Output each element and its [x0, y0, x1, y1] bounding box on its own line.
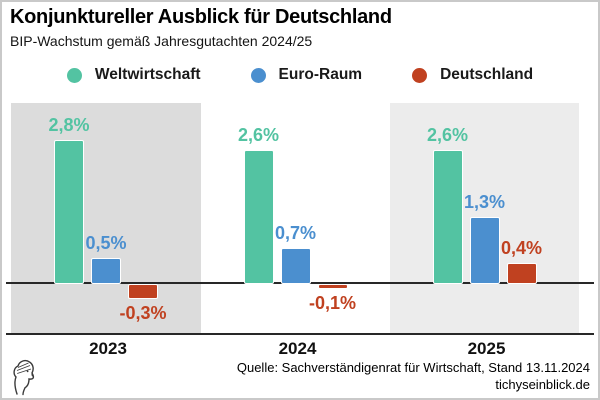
bar-value-label: 0,4% [500, 238, 543, 258]
bar-euro-raum-2025 [469, 217, 500, 284]
bar-value-label: -0,1% [308, 293, 357, 313]
bar-deutschland-2024 [317, 284, 348, 289]
source-caption: Quelle: Sachverständigenrat für Wirtscha… [237, 360, 590, 394]
bar-euro-raum-2023 [91, 258, 121, 284]
legend-item-euro-raum: Euro-Raum [250, 66, 363, 84]
legend-item-weltwirtschaft: Weltwirtschaft [66, 66, 201, 84]
legend-color-dot [250, 67, 266, 83]
bar-weltwirtschaft-2025 [432, 150, 463, 284]
bar-value-label: 1,3% [463, 192, 506, 212]
bar-weltwirtschaft-2024 [243, 150, 274, 284]
legend-color-dot [412, 67, 428, 83]
x-axis-labels: 2023 2024 2025 [2, 339, 598, 361]
legend-label: Euro-Raum [278, 66, 363, 83]
bar-weltwirtschaft-2023 [54, 140, 84, 284]
tichys-einblick-logo [13, 359, 35, 396]
bar-deutschland-2025 [506, 263, 537, 284]
x-axis-label-2024: 2024 [278, 339, 317, 358]
x-axis-label-2023: 2023 [89, 339, 127, 358]
subtitle: BIP-Wachstum gemäß Jahresgutachten 2024/… [10, 33, 313, 49]
bar-chart: 2,8% 0,5% -0,3% 2,6% 0,7% -0,1% 2,6% 1,3% 0,4% [2, 101, 598, 335]
legend-label: Deutschland [440, 66, 534, 83]
x-axis-label-2025: 2025 [467, 339, 506, 358]
page-title: Konjunktureller Ausblick für Deutschland [10, 6, 392, 28]
category-panel-2023 [11, 103, 201, 335]
bar-value-label: 0,7% [274, 223, 317, 243]
site-url: tichyseinblick.de [495, 376, 590, 392]
bar-value-label: 2,8% [48, 115, 90, 135]
bar-value-label: 0,5% [85, 233, 127, 253]
bar-euro-raum-2024 [280, 248, 311, 284]
legend-label: Weltwirtschaft [94, 66, 201, 83]
bar-value-label: -0,3% [119, 303, 167, 323]
chart-bottom-line [6, 333, 594, 335]
category-panel-2024 [201, 103, 390, 335]
legend-color-dot [66, 67, 82, 83]
bar-value-label: 2,6% [237, 125, 280, 145]
bar-deutschland-2023 [128, 284, 158, 299]
legend-item-deutschland: Deutschland [412, 66, 533, 84]
bar-value-label: 2,6% [426, 125, 469, 145]
source-line: Quelle: Sachverständigenrat für Wirtscha… [236, 360, 590, 375]
legend: Weltwirtschaft Euro-Raum Deutschland [2, 64, 598, 86]
